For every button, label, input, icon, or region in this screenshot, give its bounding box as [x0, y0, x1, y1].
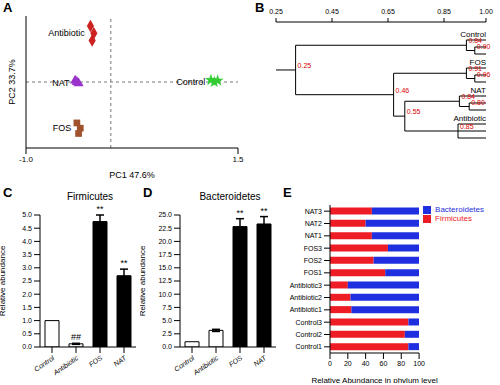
svg-text:Antibiotic: Antibiotic	[51, 354, 80, 377]
svg-text:12.5: 12.5	[158, 277, 172, 284]
svg-text:10.0: 10.0	[158, 291, 172, 298]
svg-text:0.25: 0.25	[269, 8, 283, 15]
svg-text:NAT: NAT	[112, 354, 128, 368]
svg-text:NAT: NAT	[470, 86, 486, 95]
svg-text:FOS2: FOS2	[304, 257, 322, 264]
svg-text:0.0: 0.0	[22, 343, 32, 350]
svg-text:Control: Control	[172, 354, 196, 373]
svg-text:Control: Control	[460, 30, 486, 39]
svg-text:4.0: 4.0	[22, 238, 32, 245]
svg-text:0.90: 0.90	[476, 42, 491, 50]
svg-text:Antibiotic1: Antibiotic1	[290, 306, 322, 313]
svg-text:NAT: NAT	[252, 354, 268, 368]
html-text:Firmicutes: Firmicutes	[435, 214, 472, 223]
svg-text:FOS3: FOS3	[304, 245, 322, 252]
svg-text:0.80: 0.80	[471, 98, 485, 106]
svg-text:0.85: 0.85	[460, 123, 474, 130]
svg-text:0.55: 0.55	[407, 108, 421, 115]
svg-text:0.91: 0.91	[468, 65, 482, 72]
svg-text:1.00: 1.00	[479, 8, 492, 15]
svg-text:**: **	[120, 258, 128, 268]
svg-text:0: 0	[328, 360, 332, 367]
svg-text:FOS: FOS	[469, 58, 486, 67]
svg-text:Control2: Control2	[296, 331, 323, 338]
svg-text:17.5: 17.5	[158, 251, 172, 258]
svg-text:22.5: 22.5	[158, 225, 172, 232]
svg-text:FOS: FOS	[228, 354, 244, 368]
svg-text:0.0: 0.0	[162, 343, 172, 350]
svg-text:**: **	[236, 208, 244, 218]
svg-text:NAT2: NAT2	[305, 220, 322, 227]
svg-text:Control3: Control3	[296, 319, 323, 326]
svg-text:0.96: 0.96	[476, 70, 491, 78]
svg-text:1.5: 1.5	[22, 304, 32, 311]
html-text:Firmicutes: Firmicutes	[66, 191, 114, 202]
svg-text:Antibiotic: Antibiotic	[454, 114, 486, 123]
svg-text:0.84: 0.84	[461, 93, 475, 100]
svg-text:0.65: 0.65	[381, 8, 395, 15]
svg-text:NAT3: NAT3	[305, 208, 322, 215]
svg-text:100: 100	[413, 360, 425, 367]
html-text:Bacteroidetes: Bacteroidetes	[199, 191, 261, 202]
svg-text:FOS1: FOS1	[304, 269, 322, 276]
html-text:C: C	[3, 185, 13, 200]
svg-text:0.25: 0.25	[298, 62, 312, 69]
svg-text:Antibiotic2: Antibiotic2	[290, 294, 322, 301]
svg-text:0.46: 0.46	[396, 87, 410, 94]
svg-text:20: 20	[344, 360, 352, 367]
svg-text:25.0: 25.0	[158, 211, 172, 218]
svg-text:Antibiotic: Antibiotic	[191, 354, 220, 377]
svg-text:2.5: 2.5	[22, 277, 32, 284]
svg-text:**: **	[260, 206, 268, 216]
svg-text:Relative abundance: Relative abundance	[140, 245, 147, 316]
svg-text:20.0: 20.0	[158, 238, 172, 245]
svg-text:80: 80	[397, 360, 405, 367]
svg-text:3.0: 3.0	[22, 264, 32, 271]
svg-text:##: ##	[71, 332, 81, 342]
svg-text:2.5: 2.5	[162, 330, 172, 337]
svg-text:**: **	[96, 204, 104, 214]
svg-text:4.5: 4.5	[22, 225, 32, 232]
html-text:B: B	[255, 0, 265, 15]
svg-text:40: 40	[362, 360, 370, 367]
svg-text:PC1 47.6%: PC1 47.6%	[109, 170, 155, 180]
svg-text:-1.0: -1.0	[19, 155, 33, 164]
svg-text:0.85: 0.85	[437, 8, 451, 15]
svg-text:0.5: 0.5	[22, 330, 32, 337]
svg-text:Relative Abundance in phylum l: Relative Abundance in phylum level	[311, 376, 438, 383]
html-text:Bacteroidetes: Bacteroidetes	[435, 205, 484, 214]
svg-text:1.0: 1.0	[22, 317, 32, 324]
svg-text:5.0: 5.0	[22, 211, 32, 218]
svg-text:Control: Control	[32, 354, 56, 373]
svg-text:1.5: 1.5	[232, 155, 244, 164]
html-text:D: D	[143, 185, 153, 200]
svg-text:2.0: 2.0	[22, 291, 32, 298]
svg-text:3.5: 3.5	[22, 251, 32, 258]
svg-text:5.0: 5.0	[162, 317, 172, 324]
svg-text:Antibiotic3: Antibiotic3	[290, 282, 322, 289]
svg-text:Antibiotic: Antibiotic	[48, 28, 85, 38]
svg-text:NAT: NAT	[52, 78, 70, 88]
svg-text:NAT1: NAT1	[305, 232, 322, 239]
svg-text:Control: Control	[176, 77, 205, 87]
svg-text:Control1: Control1	[296, 343, 323, 350]
svg-text:0.84: 0.84	[468, 37, 482, 44]
svg-text:0.45: 0.45	[325, 8, 339, 15]
html-text:A: A	[3, 0, 13, 15]
svg-text:15.0: 15.0	[158, 264, 172, 271]
svg-text:60: 60	[380, 360, 388, 367]
svg-text:7.5: 7.5	[162, 304, 172, 311]
svg-text:FOS: FOS	[53, 123, 72, 133]
html-text:E: E	[283, 185, 292, 200]
svg-text:PC2 33.7%: PC2 33.7%	[8, 59, 17, 105]
svg-text:FOS: FOS	[88, 354, 104, 368]
